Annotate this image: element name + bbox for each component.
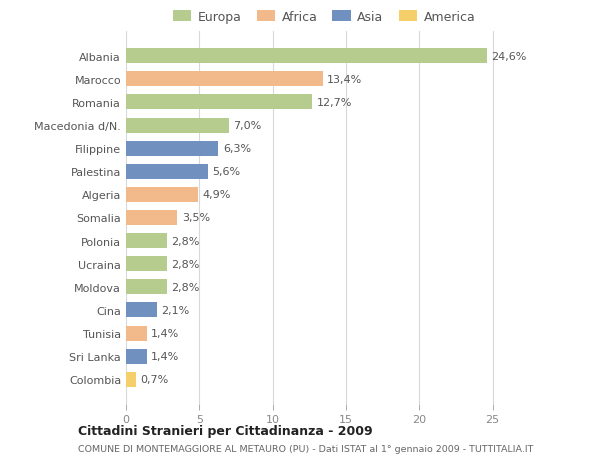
Text: 1,4%: 1,4% xyxy=(151,352,179,361)
Bar xyxy=(126,372,136,387)
Bar xyxy=(126,234,167,249)
Bar xyxy=(126,187,198,202)
Text: 6,3%: 6,3% xyxy=(223,144,251,154)
Text: 2,8%: 2,8% xyxy=(172,282,200,292)
Text: 7,0%: 7,0% xyxy=(233,121,262,131)
Text: 3,5%: 3,5% xyxy=(182,213,210,223)
Text: 24,6%: 24,6% xyxy=(491,51,527,62)
Bar xyxy=(126,211,178,225)
Bar xyxy=(126,95,312,110)
Text: 12,7%: 12,7% xyxy=(317,98,352,108)
Bar xyxy=(126,118,229,133)
Text: 5,6%: 5,6% xyxy=(212,167,241,177)
Text: 4,9%: 4,9% xyxy=(202,190,230,200)
Text: 2,8%: 2,8% xyxy=(172,236,200,246)
Text: Cittadini Stranieri per Cittadinanza - 2009: Cittadini Stranieri per Cittadinanza - 2… xyxy=(78,424,373,437)
Bar xyxy=(126,280,167,295)
Bar xyxy=(126,72,323,87)
Bar xyxy=(126,141,218,157)
Bar xyxy=(126,303,157,318)
Text: 2,8%: 2,8% xyxy=(172,259,200,269)
Bar xyxy=(126,349,146,364)
Text: 2,1%: 2,1% xyxy=(161,305,190,315)
Legend: Europa, Africa, Asia, America: Europa, Africa, Asia, America xyxy=(173,11,475,24)
Bar xyxy=(126,49,487,64)
Text: COMUNE DI MONTEMAGGIORE AL METAURO (PU) - Dati ISTAT al 1° gennaio 2009 - TUTTIT: COMUNE DI MONTEMAGGIORE AL METAURO (PU) … xyxy=(78,444,533,453)
Bar xyxy=(126,164,208,179)
Text: 1,4%: 1,4% xyxy=(151,328,179,338)
Bar xyxy=(126,326,146,341)
Text: 13,4%: 13,4% xyxy=(327,75,362,84)
Bar xyxy=(126,257,167,272)
Text: 0,7%: 0,7% xyxy=(140,375,169,385)
